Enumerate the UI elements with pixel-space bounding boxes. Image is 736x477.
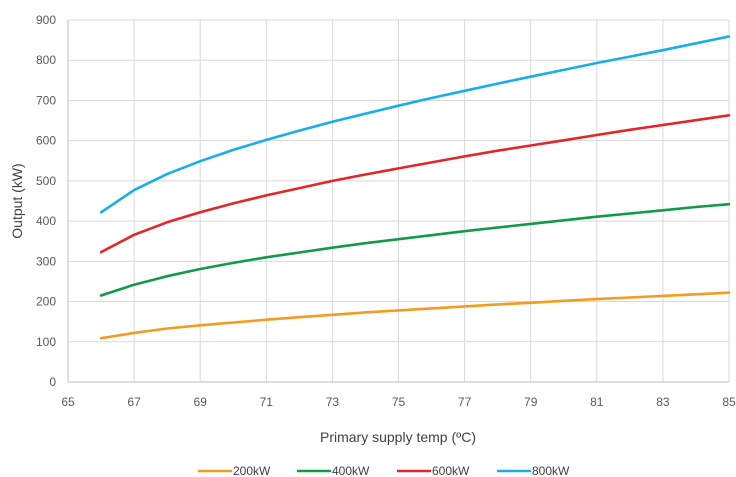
- gridlines: [68, 19, 730, 382]
- y-tick-label: 700: [36, 93, 56, 107]
- legend-label: 400kW: [332, 464, 370, 477]
- legend: 200kW 400kW 600kW 800kW: [198, 464, 570, 477]
- y-tick-label: 0: [49, 375, 56, 389]
- series-lines: [99, 35, 731, 340]
- x-tick-label: 69: [194, 395, 208, 409]
- y-tick-label: 400: [36, 214, 56, 228]
- x-tick-label: 71: [260, 395, 274, 409]
- y-tick-label: 100: [36, 335, 56, 349]
- legend-label: 200kW: [233, 464, 271, 477]
- axes: 0 100 200 300 400 500 600 700 800 900 65 67 69 71 73 75…: [36, 13, 736, 409]
- series-line-800kW: [99, 35, 731, 214]
- y-tick-label: 500: [36, 174, 56, 188]
- x-tick-label: 77: [458, 395, 472, 409]
- x-tick-label: 85: [722, 395, 736, 409]
- y-tick-label: 800: [36, 53, 56, 67]
- x-tick-label: 79: [524, 395, 538, 409]
- x-axis-title: Primary supply temp (ºC): [320, 429, 476, 445]
- x-tick-label: 75: [392, 395, 406, 409]
- y-tick-label: 200: [36, 295, 56, 309]
- y-tick-label: 900: [36, 13, 56, 27]
- y-tick-label: 300: [36, 254, 56, 268]
- x-tick-label: 83: [656, 395, 670, 409]
- legend-label: 800kW: [532, 464, 570, 477]
- y-axis-title: Output (kW): [9, 163, 25, 238]
- x-tick-label: 81: [590, 395, 604, 409]
- y-tick-label: 600: [36, 134, 56, 148]
- x-tick-label: 73: [326, 395, 340, 409]
- series-line-400kW: [99, 202, 731, 297]
- legend-label: 600kW: [432, 464, 470, 477]
- series-line-600kW: [99, 114, 731, 254]
- x-tick-label: 65: [61, 395, 75, 409]
- series-line-200kW: [99, 291, 731, 340]
- x-tick-label: 67: [127, 395, 141, 409]
